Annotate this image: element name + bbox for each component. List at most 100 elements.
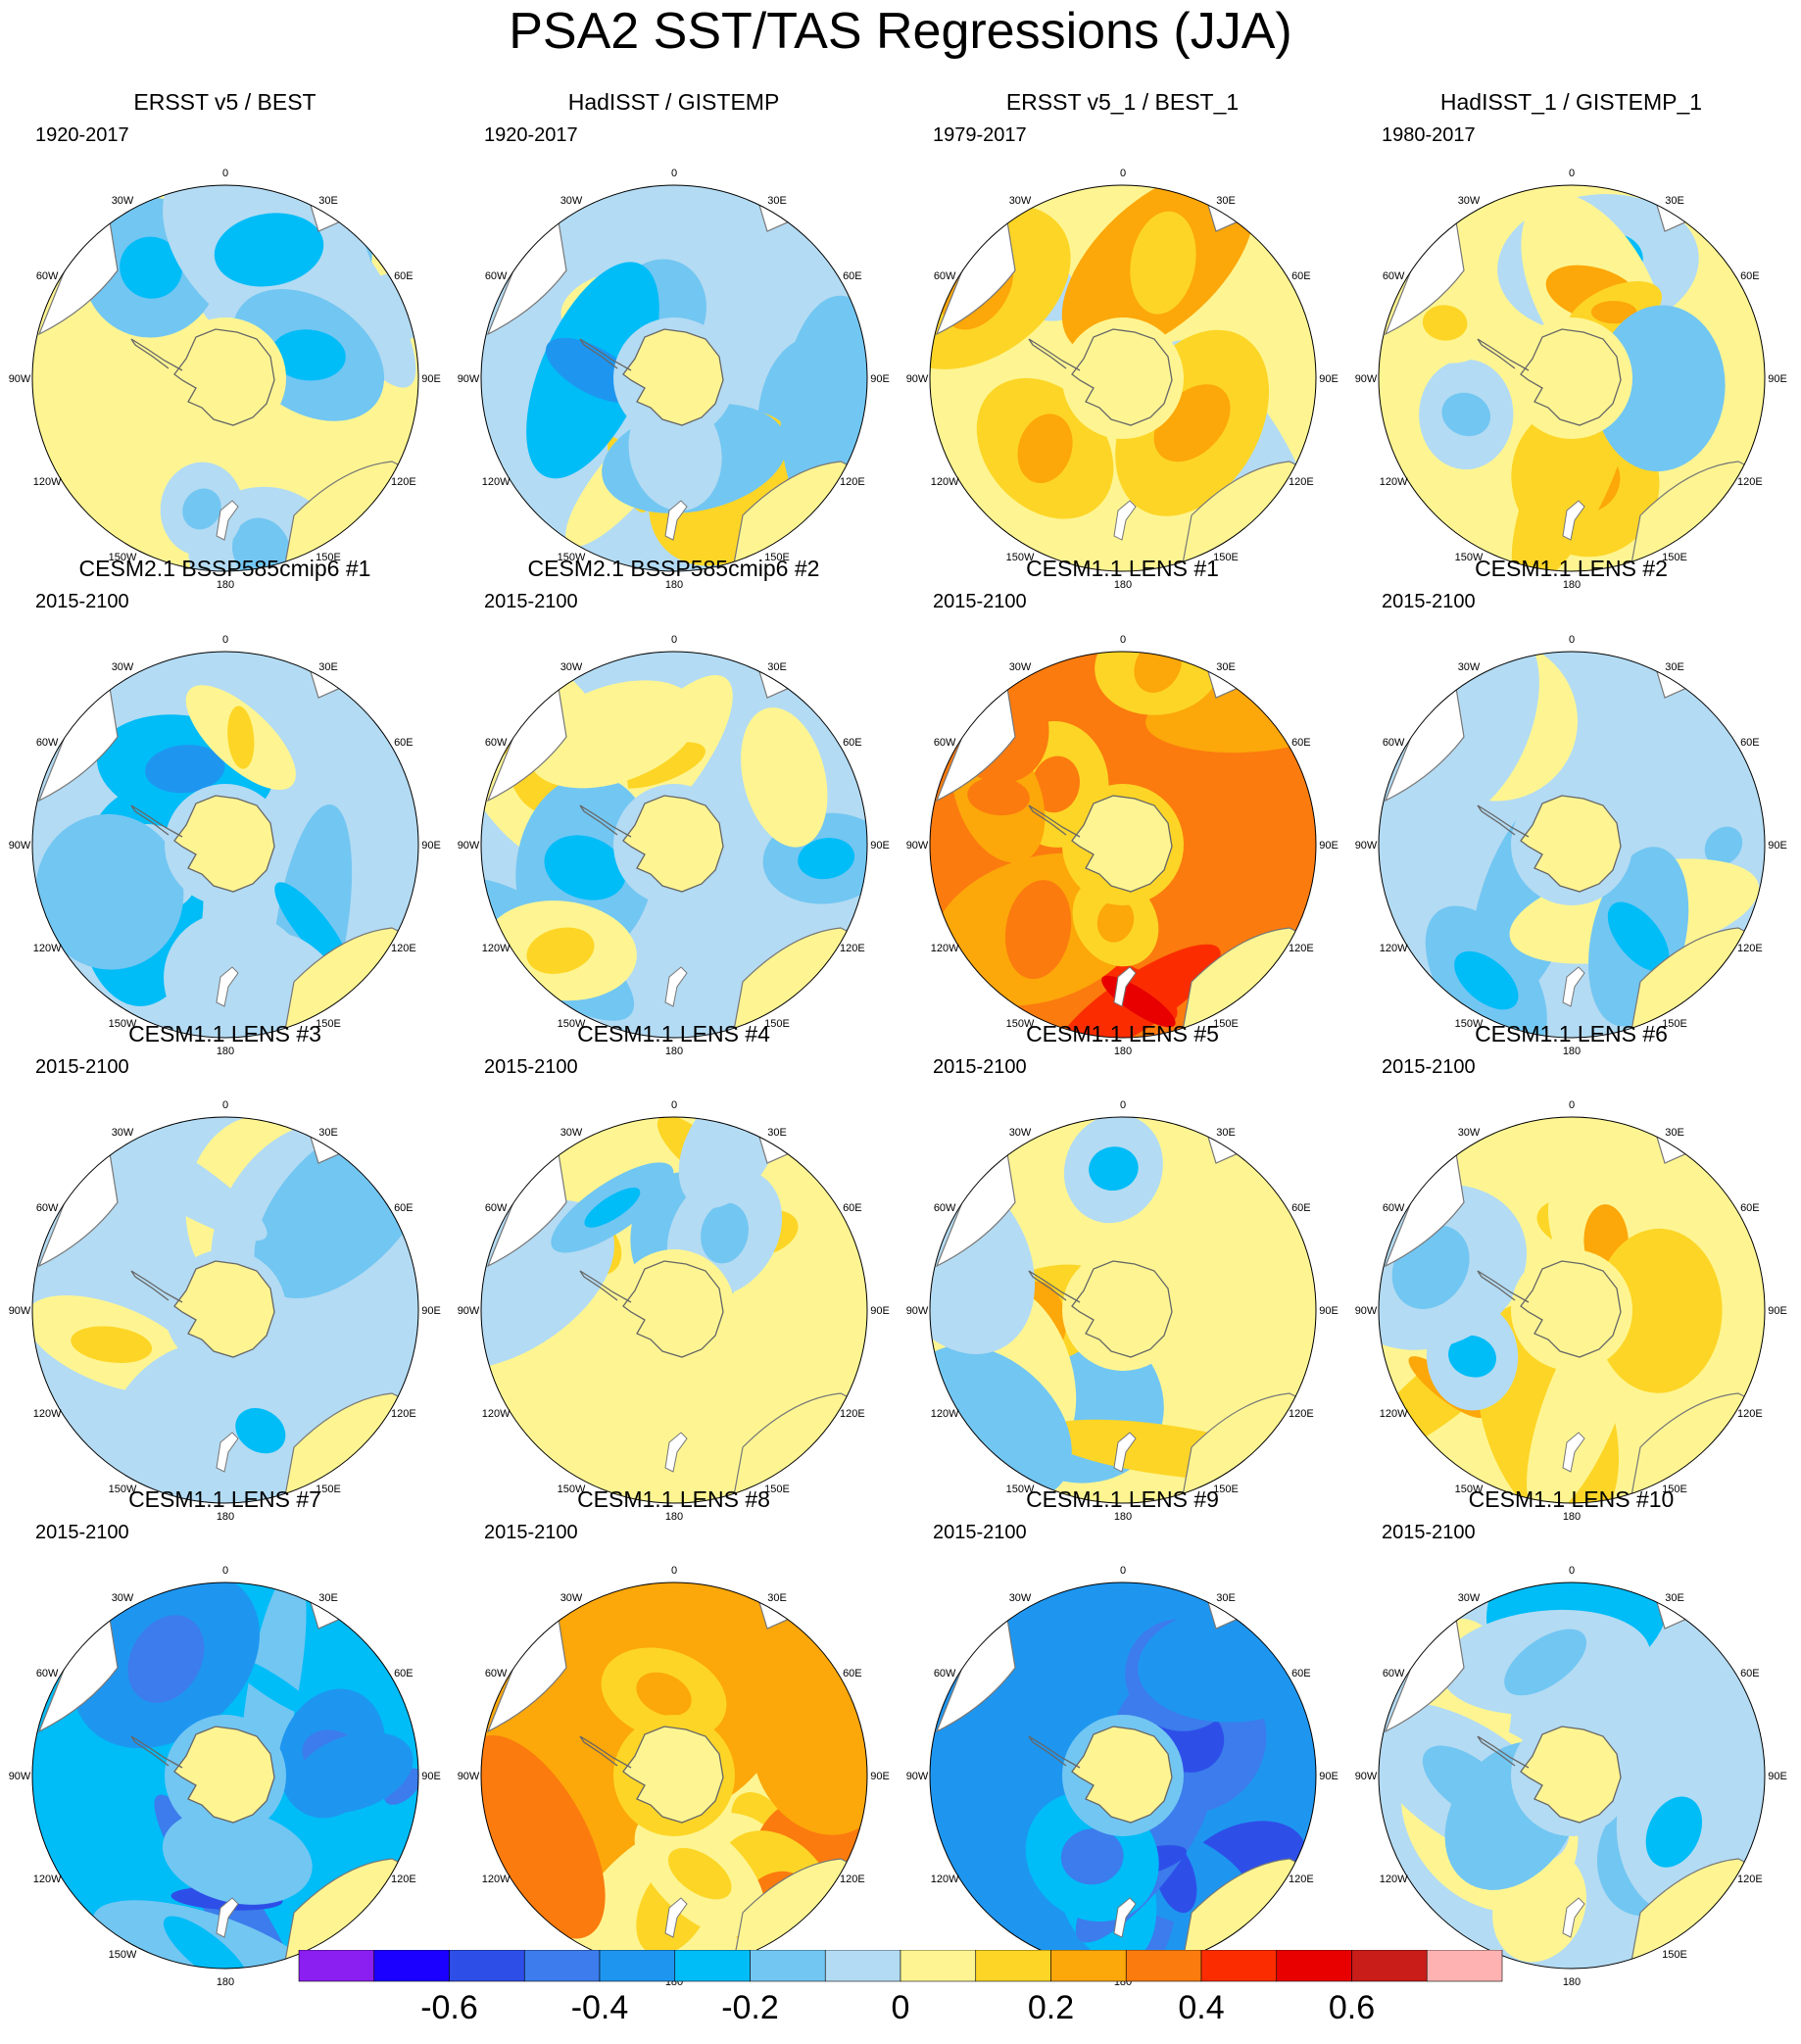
figure-title: PSA2 SST/TAS Regressions (JJA) (509, 3, 1292, 60)
panel-title: CESM1.1 LENS #8 (577, 1486, 770, 1512)
colorbar-swatch (674, 1950, 751, 1982)
longitude-label: 60W (1383, 1202, 1405, 1214)
longitude-label: 0 (222, 1099, 228, 1111)
longitude-label: 60E (1291, 1202, 1311, 1214)
anomaly-core (1448, 1335, 1496, 1378)
longitude-label: 90W (1355, 373, 1378, 385)
longitude-label: 150E (316, 1484, 341, 1495)
longitude-label: 30E (1216, 1592, 1236, 1604)
longitude-label: 120W (1380, 1408, 1408, 1420)
panel-title: CESM1.1 LENS #3 (128, 1021, 321, 1046)
south-america-outline (1384, 1151, 1465, 1268)
peninsula-outline (130, 1270, 183, 1303)
longitude-label: 150W (1455, 552, 1484, 563)
panel-title: CESM2.1 BSSP585cmip6 #2 (527, 556, 820, 581)
longitude-label: 180 (665, 1046, 683, 1057)
map-panel: CESM1.1 LENS #8 2015-2100 0 30E 60E 90E 120E 15… (449, 1485, 899, 1988)
longitude-label: 60E (1291, 270, 1311, 282)
longitude-label: 180 (1563, 579, 1581, 591)
longitude-label: 30E (767, 661, 787, 673)
longitude-label: 30W (112, 1127, 134, 1139)
longitude-label: 60W (485, 1668, 508, 1679)
longitude-label: 180 (217, 1046, 234, 1057)
south-america-outline (486, 1617, 567, 1733)
longitude-label: 180 (217, 1511, 234, 1523)
colorbar-tick-label: 0.6 (1329, 1989, 1375, 2026)
colorbar-tick-label: -0.2 (721, 1989, 779, 2026)
south-america-outline (486, 219, 567, 336)
longitude-label: 120W (931, 1874, 959, 1885)
longitude-label: 180 (1563, 1046, 1581, 1057)
longitude-label: 30E (318, 1127, 338, 1139)
antarctica-outline (173, 795, 275, 893)
panel-period: 2015-2100 (484, 591, 578, 612)
panel-period: 1920-2017 (484, 124, 578, 146)
longitude-label: 60E (394, 1202, 414, 1214)
anomaly-core (1096, 900, 1135, 943)
anomaly-core (383, 1768, 418, 1805)
map-panel: CESM1.1 LENS #10 2015-2100 0 30E 60E 90E 120E 1… (1346, 1485, 1796, 1988)
south-america-outline (37, 219, 119, 336)
longitude-label: 120E (840, 1874, 865, 1885)
longitude-label: 30W (560, 661, 583, 673)
anomaly-core (1422, 305, 1468, 341)
longitude-label: 150W (1006, 1484, 1035, 1495)
longitude-label: 180 (665, 1511, 683, 1523)
anomaly-core (235, 1408, 286, 1454)
map-panel: ERSST v5 / BEST 1920-2017 0 30E 60E 90E 120E 15… (0, 88, 450, 591)
longitude-label: 90E (1768, 1305, 1787, 1317)
panel-title: CESM1.1 LENS #2 (1475, 556, 1668, 581)
map-panel: CESM1.1 LENS #2 2015-2100 0 30E 60E 90E 120E 15… (1346, 555, 1796, 1057)
panel-period: 2015-2100 (933, 591, 1027, 612)
longitude-label: 180 (1114, 1046, 1132, 1057)
new-zealand-outline (216, 966, 239, 1007)
new-zealand-outline (1113, 966, 1137, 1007)
antarctica-outline (173, 328, 275, 426)
longitude-label: 150W (1006, 552, 1035, 563)
new-zealand-outline (216, 1897, 239, 1938)
longitude-label: 30W (1009, 661, 1032, 673)
anomaly-region (481, 1734, 606, 1939)
south-america-outline (486, 686, 567, 803)
longitude-label: 150E (1213, 1484, 1239, 1495)
colorbar-swatch (1050, 1950, 1127, 1982)
longitude-label: 90W (906, 1305, 929, 1317)
antarctica-outline (1520, 795, 1622, 893)
longitude-label: 120E (1289, 1874, 1314, 1885)
panel-title: CESM2.1 BSSP585cmip6 #1 (78, 556, 371, 581)
antarctica-outline (622, 1260, 724, 1358)
longitude-label: 150E (1213, 1018, 1239, 1030)
longitude-label: 0 (671, 1565, 677, 1577)
south-america-outline (935, 1151, 1016, 1268)
anomaly-region (32, 310, 121, 485)
longitude-label: 0 (1569, 168, 1575, 179)
longitude-label: 60E (843, 270, 862, 282)
longitude-label: 90E (870, 1305, 890, 1317)
longitude-label: 30W (1009, 1127, 1032, 1139)
longitude-label: 90E (421, 1305, 441, 1317)
panel-period: 2015-2100 (933, 1056, 1027, 1078)
peninsula-outline (1477, 804, 1530, 838)
anomaly-region (753, 1687, 867, 1835)
longitude-label: 60E (394, 737, 414, 749)
longitude-label: 30W (560, 1127, 583, 1139)
anomaly-core (1454, 950, 1519, 1010)
panel-title: CESM1.1 LENS #1 (1026, 556, 1219, 581)
colorbar-swatch (1125, 1950, 1202, 1982)
longitude-label: 180 (1114, 579, 1132, 591)
longitude-label: 60W (485, 270, 508, 282)
peninsula-outline (1028, 1735, 1081, 1769)
longitude-label: 60E (1740, 737, 1760, 749)
longitude-label: 150E (764, 1484, 790, 1495)
anomaly-region (35, 813, 184, 970)
new-zealand-outline (1562, 1897, 1585, 1938)
longitude-label: 60E (1740, 270, 1760, 282)
south-america-outline (1384, 1617, 1465, 1733)
longitude-label: 30E (1665, 1127, 1684, 1139)
anomaly-region (741, 707, 828, 848)
longitude-label: 60E (394, 270, 414, 282)
longitude-label: 0 (222, 634, 228, 646)
